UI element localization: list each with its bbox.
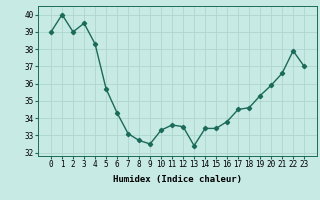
X-axis label: Humidex (Indice chaleur): Humidex (Indice chaleur) bbox=[113, 175, 242, 184]
